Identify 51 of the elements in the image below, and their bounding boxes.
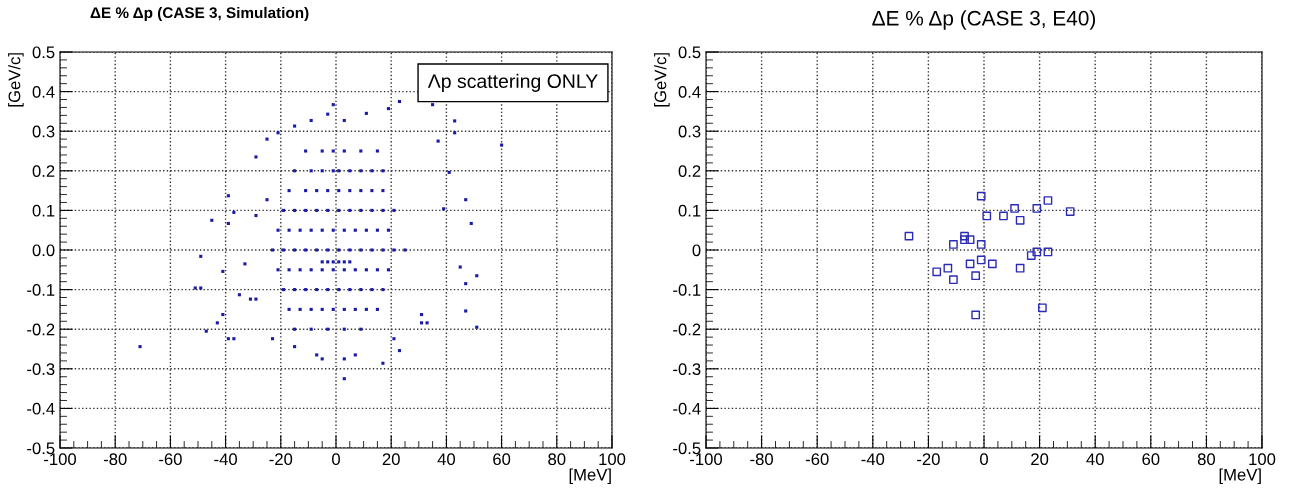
x-axis-title: [MeV] <box>569 468 611 484</box>
y-tick-label: -0.4 <box>27 402 55 415</box>
y-tick-label: -0.3 <box>27 363 55 375</box>
y-tick-label: -0.1 <box>673 284 701 296</box>
y-tick-label: 0.2 <box>678 165 701 177</box>
x-tick-label: 0 <box>332 453 340 466</box>
chart-title: ΔE % Δp (CASE 3, E40) <box>872 10 1096 30</box>
x-tick-label: -40 <box>214 453 237 466</box>
y-axis-title: [GeV/c] <box>8 53 24 107</box>
x-tick-label: -100 <box>44 453 77 466</box>
x-tick-label: -20 <box>917 453 940 466</box>
y-tick-label: 0.1 <box>678 204 701 217</box>
y-tick-label: -0.5 <box>27 442 55 455</box>
x-tick-label: -80 <box>750 453 773 466</box>
x-tick-label: -80 <box>103 453 127 466</box>
chart-title: ΔE % Δp (CASE 3, Simulation) <box>90 6 309 22</box>
y-tick-label: -0.2 <box>673 323 701 336</box>
x-tick-label: -100 <box>690 453 723 466</box>
y-axis-title: [GeV/c] <box>654 53 670 107</box>
y-tick-label: 0.4 <box>32 86 55 98</box>
y-tick-label: 0.5 <box>678 46 701 59</box>
y-tick-label: 0.3 <box>32 125 55 138</box>
annotation: Λp scattering ONLY <box>427 73 598 92</box>
y-tick-label: -0.2 <box>27 323 55 336</box>
x-tick-label: 0 <box>980 453 988 466</box>
y-tick-label: 0.3 <box>678 125 701 138</box>
y-tick-label: -0.1 <box>27 284 55 296</box>
y-tick-label: 0.4 <box>678 86 701 98</box>
y-tick-label: 0.2 <box>32 165 55 177</box>
x-tick-label: -40 <box>861 453 885 466</box>
x-tick-label: -20 <box>269 453 293 466</box>
y-tick-label: -0.5 <box>673 442 701 455</box>
x-tick-label: 80 <box>1197 453 1216 466</box>
x-tick-label: -60 <box>159 453 182 466</box>
y-tick-label: 0.5 <box>32 46 55 59</box>
y-tick-label: 0.1 <box>32 204 55 217</box>
y-tick-label: -0.3 <box>673 363 701 375</box>
x-tick-label: -60 <box>805 453 829 466</box>
x-tick-label: 60 <box>1142 453 1160 466</box>
x-tick-label: 40 <box>1086 453 1104 466</box>
y-tick-label: 0.0 <box>32 244 55 257</box>
y-tick-label: 0 <box>692 244 701 257</box>
x-tick-label: 60 <box>493 453 511 466</box>
x-tick-label: 80 <box>548 453 566 466</box>
y-tick-label: -0.4 <box>673 402 701 415</box>
x-tick-label: 100 <box>1249 453 1276 466</box>
x-tick-label: 20 <box>382 453 400 466</box>
x-tick-label: 40 <box>437 453 456 466</box>
x-tick-label: 20 <box>1031 453 1049 466</box>
x-tick-label: 100 <box>599 453 626 466</box>
x-axis-title: [MeV] <box>1219 468 1261 484</box>
